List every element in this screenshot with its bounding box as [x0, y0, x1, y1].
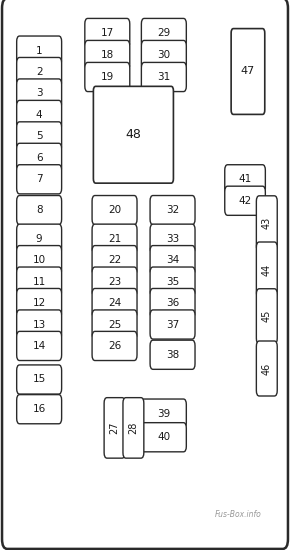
Text: 32: 32	[166, 205, 179, 215]
Text: 28: 28	[128, 422, 138, 434]
FancyBboxPatch shape	[123, 398, 144, 458]
FancyBboxPatch shape	[141, 62, 186, 91]
FancyBboxPatch shape	[141, 422, 186, 452]
FancyBboxPatch shape	[93, 86, 173, 183]
FancyBboxPatch shape	[17, 331, 61, 361]
FancyBboxPatch shape	[104, 398, 125, 458]
FancyBboxPatch shape	[150, 267, 195, 296]
FancyBboxPatch shape	[141, 399, 186, 428]
Text: 31: 31	[157, 72, 171, 82]
Text: 17: 17	[101, 28, 114, 38]
Text: 21: 21	[108, 234, 121, 244]
FancyBboxPatch shape	[85, 40, 130, 69]
FancyBboxPatch shape	[92, 224, 137, 253]
FancyBboxPatch shape	[17, 310, 61, 339]
FancyBboxPatch shape	[256, 196, 277, 251]
FancyBboxPatch shape	[150, 195, 195, 224]
Text: 37: 37	[166, 320, 179, 329]
Text: 35: 35	[166, 277, 179, 287]
FancyBboxPatch shape	[256, 289, 277, 344]
FancyBboxPatch shape	[92, 267, 137, 296]
FancyBboxPatch shape	[17, 224, 61, 253]
Text: 44: 44	[262, 263, 272, 276]
Text: 8: 8	[36, 205, 42, 215]
Text: 13: 13	[32, 320, 46, 329]
FancyBboxPatch shape	[92, 288, 137, 318]
Text: 14: 14	[32, 341, 46, 351]
FancyBboxPatch shape	[256, 242, 277, 297]
FancyBboxPatch shape	[17, 57, 61, 86]
Text: 1: 1	[36, 46, 42, 56]
Text: 34: 34	[166, 255, 179, 265]
Text: 42: 42	[238, 196, 252, 206]
FancyBboxPatch shape	[17, 100, 61, 129]
Text: 47: 47	[241, 67, 255, 76]
FancyBboxPatch shape	[92, 310, 137, 339]
Text: 10: 10	[32, 255, 46, 265]
Text: 43: 43	[262, 217, 272, 229]
FancyBboxPatch shape	[150, 224, 195, 253]
FancyBboxPatch shape	[17, 143, 61, 173]
FancyBboxPatch shape	[150, 288, 195, 318]
Text: 45: 45	[262, 310, 272, 322]
Text: 4: 4	[36, 110, 42, 120]
Text: 29: 29	[157, 28, 171, 38]
Text: 16: 16	[32, 404, 46, 414]
FancyBboxPatch shape	[17, 245, 61, 274]
FancyBboxPatch shape	[141, 18, 186, 48]
FancyBboxPatch shape	[85, 18, 130, 48]
Text: 11: 11	[32, 277, 46, 287]
Text: 33: 33	[166, 234, 179, 244]
FancyBboxPatch shape	[92, 245, 137, 274]
Text: 26: 26	[108, 341, 121, 351]
FancyBboxPatch shape	[150, 310, 195, 339]
Text: 12: 12	[32, 298, 46, 308]
FancyBboxPatch shape	[92, 195, 137, 224]
FancyBboxPatch shape	[17, 36, 61, 65]
Text: 41: 41	[238, 174, 252, 184]
Text: 20: 20	[108, 205, 121, 215]
FancyBboxPatch shape	[141, 40, 186, 69]
Text: 24: 24	[108, 298, 121, 308]
Text: 15: 15	[32, 375, 46, 384]
FancyBboxPatch shape	[150, 245, 195, 274]
Text: 27: 27	[110, 422, 119, 434]
FancyBboxPatch shape	[225, 164, 265, 194]
Text: 3: 3	[36, 89, 42, 98]
Text: 6: 6	[36, 153, 42, 163]
Text: 7: 7	[36, 174, 42, 184]
Text: 36: 36	[166, 298, 179, 308]
Text: 40: 40	[157, 432, 171, 442]
FancyBboxPatch shape	[17, 288, 61, 318]
FancyBboxPatch shape	[17, 395, 61, 424]
Text: 39: 39	[157, 409, 171, 419]
FancyBboxPatch shape	[225, 186, 265, 215]
Text: 25: 25	[108, 320, 121, 329]
FancyBboxPatch shape	[256, 341, 277, 396]
FancyBboxPatch shape	[17, 79, 61, 108]
Text: Fus-Box.info: Fus-Box.info	[214, 510, 261, 519]
FancyBboxPatch shape	[17, 267, 61, 296]
FancyBboxPatch shape	[17, 164, 61, 194]
Text: 22: 22	[108, 255, 121, 265]
FancyBboxPatch shape	[17, 195, 61, 224]
FancyBboxPatch shape	[92, 331, 137, 361]
FancyBboxPatch shape	[17, 122, 61, 151]
FancyBboxPatch shape	[17, 365, 61, 394]
FancyBboxPatch shape	[150, 340, 195, 370]
Text: 48: 48	[126, 128, 141, 141]
Text: 5: 5	[36, 131, 42, 141]
Text: 38: 38	[166, 350, 179, 360]
Text: 2: 2	[36, 67, 42, 77]
Text: 9: 9	[36, 234, 42, 244]
Text: 46: 46	[262, 362, 272, 375]
Text: 18: 18	[101, 50, 114, 60]
FancyBboxPatch shape	[85, 62, 130, 91]
Text: 19: 19	[101, 72, 114, 82]
FancyBboxPatch shape	[231, 29, 265, 114]
Text: 30: 30	[157, 50, 171, 60]
Text: 23: 23	[108, 277, 121, 287]
